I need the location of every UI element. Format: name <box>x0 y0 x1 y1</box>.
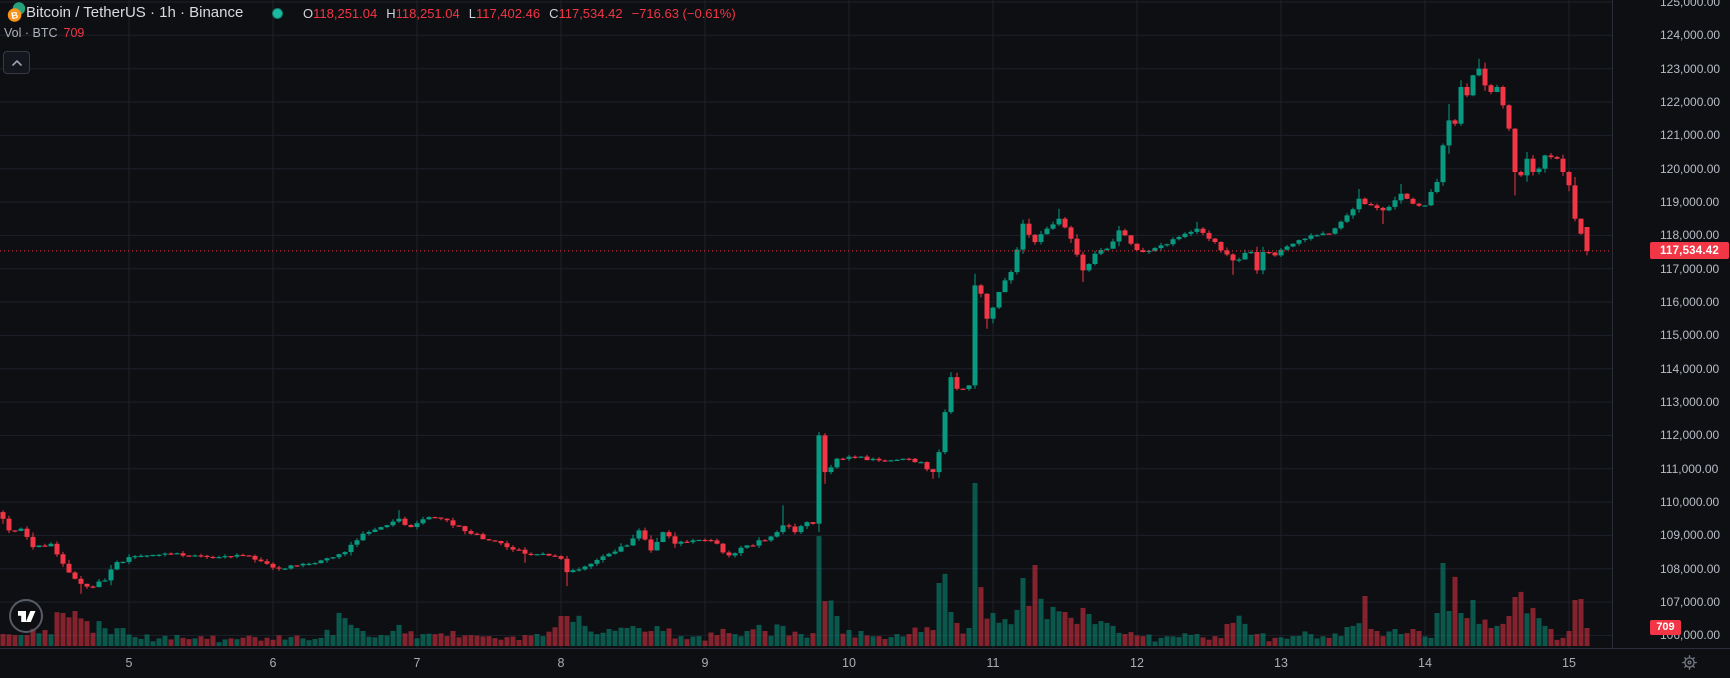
price-tick-label: 108,000.00 <box>1660 561 1721 576</box>
close-label: C <box>549 6 559 21</box>
price-tick-label: 109,000.00 <box>1660 528 1721 543</box>
high-value: 118,251.04 <box>395 6 460 21</box>
price-tick-label: 117,000.00 <box>1660 261 1720 276</box>
time-tick-label: 7 <box>413 656 421 670</box>
price-tick-label: 124,000.00 <box>1660 28 1721 43</box>
time-tick-label: 8 <box>557 656 565 670</box>
time-tick-label: 12 <box>1130 656 1144 670</box>
time-tick-label: 10 <box>842 656 856 670</box>
time-tick-label: 9 <box>701 656 709 670</box>
open-label: O <box>303 6 314 21</box>
time-tick-label: 5 <box>125 656 133 670</box>
time-tick-label: 14 <box>1418 656 1432 670</box>
time-tick-label: 13 <box>1274 656 1288 670</box>
volume-label: Vol · BTC <box>4 26 58 40</box>
time-tick-label: 6 <box>269 656 277 670</box>
change-value: −716.63 (−0.61%) <box>631 6 736 21</box>
symbol-title[interactable]: Bitcoin / TetherUS · 1h · Binance <box>26 4 244 21</box>
price-axis[interactable]: 125,000.00 124,000.00 123,000.00 122,000.00… <box>1612 0 1730 648</box>
time-tick-label: 11 <box>986 656 1000 670</box>
chevron-up-icon <box>11 59 22 66</box>
price-tick-label: 113,000.00 <box>1660 395 1720 410</box>
price-tick-label: 122,000.00 <box>1660 95 1721 110</box>
price-tick-label: 114,000.00 <box>1660 361 1720 376</box>
price-tick-label: 112,000.00 <box>1660 428 1720 443</box>
bitcoin-tether-pair-icon: B <box>7 2 26 22</box>
volume-layer <box>0 483 1590 646</box>
last-volume-badge: 709 <box>1650 619 1681 635</box>
price-tick-label: 125,000.00 <box>1660 0 1721 10</box>
price-tick-label: 123,000.00 <box>1660 61 1721 76</box>
collapse-legend-button[interactable] <box>3 51 30 74</box>
chart-plot[interactable] <box>0 0 1612 648</box>
price-tick-label: 110,000.00 <box>1660 495 1720 510</box>
last-price-badge: 117,534.42 <box>1650 242 1729 260</box>
close-value: 117,534.42 <box>558 6 623 21</box>
svg-text:B: B <box>10 10 19 22</box>
candlestick-layer <box>0 58 1590 594</box>
low-label: L <box>468 6 476 21</box>
price-tick-label: 121,000.00 <box>1660 128 1721 143</box>
open-value: 118,251.04 <box>313 6 378 21</box>
volume-value: 709 <box>63 26 85 40</box>
grid-layer <box>0 0 1612 648</box>
price-tick-label: 107,000.00 <box>1660 595 1721 610</box>
volume-row: Vol · BTC 709 <box>4 26 84 40</box>
high-label: H <box>386 6 396 21</box>
axis-settings-gear-icon[interactable] <box>1681 654 1698 671</box>
ohlc-row: O118,251.04 H118,251.04 L117,402.46 C117… <box>303 6 736 21</box>
price-tick-label: 116,000.00 <box>1660 295 1720 310</box>
time-tick-label: 15 <box>1562 656 1576 670</box>
price-tick-label: 111,000.00 <box>1660 461 1719 476</box>
low-value: 117,402.46 <box>475 6 541 21</box>
market-status-icon[interactable] <box>272 8 283 19</box>
price-tick-label: 119,000.00 <box>1660 195 1720 210</box>
time-axis[interactable]: 5 6 7 8 9 10 11 12 13 14 15 <box>0 648 1730 678</box>
price-tick-label: 115,000.00 <box>1660 328 1720 343</box>
tradingview-logo[interactable] <box>8 598 44 634</box>
price-tick-label: 118,000.00 <box>1660 228 1720 243</box>
price-tick-label: 120,000.00 <box>1660 161 1721 176</box>
